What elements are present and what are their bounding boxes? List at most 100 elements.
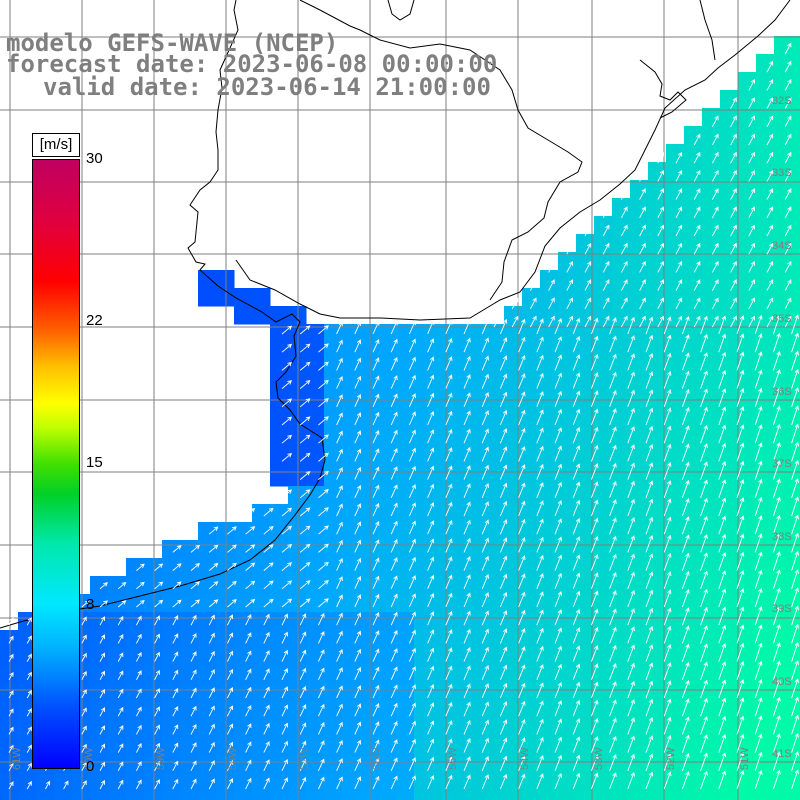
wind-arrow — [281, 452, 293, 462]
wind-cell — [216, 774, 235, 793]
wind-arrow — [554, 718, 562, 735]
wind-arrow — [536, 354, 544, 371]
wind-cell — [738, 378, 757, 397]
wind-cell — [612, 252, 631, 271]
wind-arrow — [208, 705, 215, 717]
wind-arrow — [427, 520, 435, 535]
wind-cell — [612, 414, 631, 433]
wind-cell — [198, 612, 217, 631]
wind-arrow — [518, 646, 526, 662]
wind-cell — [792, 774, 800, 793]
wind-arrow — [590, 481, 599, 498]
wind-cell — [702, 288, 721, 307]
wind-cell — [684, 738, 703, 757]
wind-arrow — [609, 753, 617, 771]
wind-arrow — [317, 667, 325, 680]
wind-cell — [774, 414, 793, 433]
wind-arrow — [590, 335, 599, 353]
wind-cell — [126, 666, 145, 685]
wind-arrow — [81, 780, 87, 790]
wind-arrow — [791, 605, 799, 626]
wind-arrow — [627, 371, 635, 389]
wind-arrow — [190, 742, 197, 753]
wind-cell — [126, 684, 145, 703]
wind-arrow — [572, 772, 581, 790]
wind-arrow — [372, 502, 380, 517]
wind-arrow — [499, 628, 508, 644]
wind-cell — [720, 522, 739, 541]
wind-arrow — [518, 464, 526, 480]
longitude-label: 60W — [83, 747, 95, 770]
wind-cell — [306, 630, 325, 649]
wind-arrow — [408, 356, 416, 371]
wind-cell — [378, 342, 397, 361]
wind-cell — [612, 630, 631, 649]
wind-cell — [684, 486, 703, 505]
wind-arrow — [784, 206, 792, 219]
wind-arrow — [172, 651, 179, 662]
wind-arrow — [372, 757, 380, 771]
wind-arrow — [657, 279, 664, 291]
wind-arrow — [536, 682, 544, 699]
wind-cell — [144, 666, 163, 685]
wind-cell — [486, 558, 505, 577]
wind-cell — [270, 378, 289, 397]
wind-arrow — [554, 481, 562, 498]
wind-cell — [396, 450, 415, 469]
wind-arrow — [536, 609, 544, 626]
wind-arrow — [700, 315, 708, 335]
wind-cell — [540, 738, 559, 757]
wind-arrow — [136, 599, 145, 608]
wind-arrow — [681, 316, 690, 335]
valid-date: valid date: 2023-06-14 21:00:00 — [43, 73, 491, 101]
wind-arrow — [718, 752, 727, 771]
wind-arrow — [621, 315, 628, 328]
wind-cell — [702, 540, 721, 559]
wind-arrow — [663, 716, 672, 735]
wind-arrow — [445, 374, 453, 389]
wind-cell — [90, 792, 109, 800]
wind-arrow — [572, 408, 581, 426]
wind-arrow — [736, 351, 745, 371]
wind-arrow — [700, 443, 708, 462]
wind-cell — [720, 738, 739, 757]
wind-arrow — [354, 412, 362, 426]
wind-cell — [306, 360, 325, 379]
wind-arrow — [263, 704, 270, 717]
wind-cell — [792, 648, 800, 667]
wind-arrow — [281, 380, 293, 389]
wind-arrow — [548, 315, 555, 328]
wind-arrow — [536, 500, 544, 517]
wind-cell — [432, 342, 451, 361]
wind-arrow — [281, 649, 288, 662]
wind-arrow — [700, 625, 708, 644]
wind-arrow — [772, 660, 781, 680]
wind-cell — [450, 594, 469, 613]
wind-cell — [612, 648, 631, 667]
wind-cell — [252, 738, 271, 757]
wind-cell — [648, 504, 667, 523]
wind-arrow — [748, 97, 755, 109]
wind-arrow — [590, 663, 599, 680]
wind-arrow — [784, 97, 792, 109]
wind-arrow — [681, 643, 690, 662]
wind-cell — [648, 162, 667, 181]
wind-arrow — [718, 533, 727, 553]
wind-cell — [234, 576, 253, 595]
wind-arrow — [645, 644, 654, 662]
wind-arrow — [718, 479, 727, 498]
wind-cell — [738, 432, 757, 451]
wind-cell — [198, 756, 217, 775]
longitude-label: 57W — [299, 747, 311, 770]
wind-cell — [234, 684, 253, 703]
wind-cell — [324, 648, 343, 667]
wind-cell — [144, 720, 163, 739]
wind-arrow — [730, 224, 737, 237]
wind-cell — [594, 216, 613, 235]
wind-cell — [684, 540, 703, 559]
wind-cell — [612, 792, 631, 800]
wind-cell — [630, 594, 649, 613]
wind-cell — [666, 504, 685, 523]
latitude-label: 41S — [772, 748, 792, 760]
wind-arrow — [427, 592, 435, 608]
